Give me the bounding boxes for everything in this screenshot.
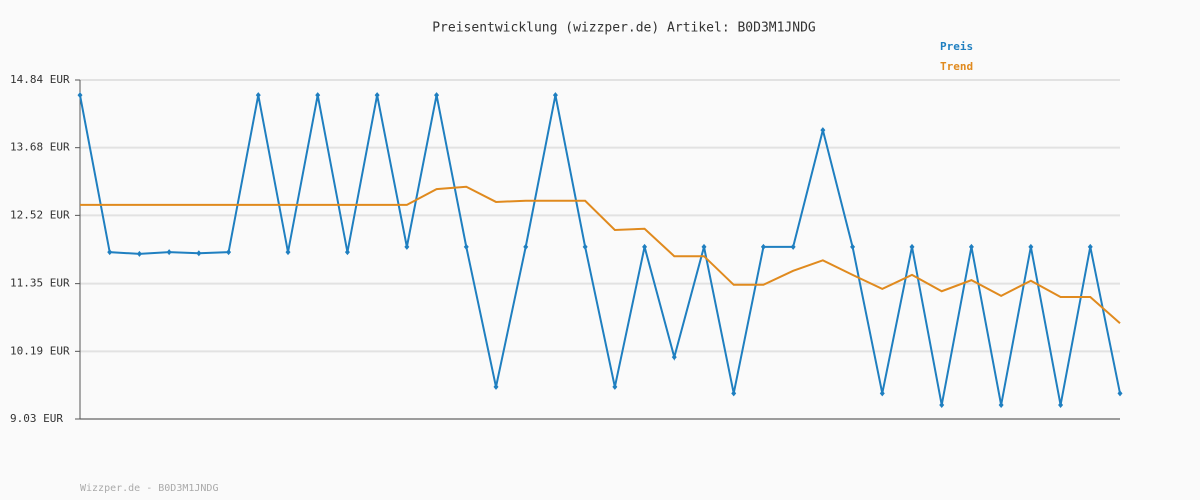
point xyxy=(523,243,529,250)
series-line xyxy=(80,185,1121,325)
point xyxy=(850,243,856,250)
point xyxy=(374,92,380,99)
point xyxy=(404,243,410,250)
y-tick-label: 12.52 EUR xyxy=(10,208,70,221)
point xyxy=(1028,243,1034,250)
point xyxy=(552,92,558,99)
point xyxy=(612,383,618,390)
legend-label: Preis xyxy=(940,40,973,53)
point xyxy=(77,92,83,99)
point xyxy=(671,354,677,361)
point xyxy=(790,243,796,250)
point xyxy=(1058,401,1064,408)
y-tick-label: 9.03 EUR xyxy=(10,412,63,425)
point xyxy=(463,243,469,250)
point xyxy=(493,383,499,390)
y-tick-label: 10.19 EUR xyxy=(10,344,70,357)
point xyxy=(434,92,440,99)
point xyxy=(701,243,707,250)
point xyxy=(315,92,321,99)
point xyxy=(731,390,737,397)
point xyxy=(285,249,291,256)
point xyxy=(760,243,766,250)
point xyxy=(196,250,202,257)
y-tick-label: 11.35 EUR xyxy=(10,277,70,290)
point xyxy=(344,249,350,256)
chart-title: Preisentwicklung (wizzper.de) Artikel: B… xyxy=(432,21,816,36)
point xyxy=(582,243,588,250)
point xyxy=(642,243,648,250)
legend-label: Trend xyxy=(940,60,973,73)
point xyxy=(820,127,826,134)
series-line xyxy=(79,94,1121,406)
point xyxy=(879,390,885,397)
point xyxy=(255,92,261,99)
y-tick-label: 13.68 EUR xyxy=(10,141,70,154)
point xyxy=(998,401,1004,408)
point xyxy=(939,401,945,408)
point xyxy=(136,250,142,257)
point xyxy=(166,249,172,256)
footer: Wizzper.de - B0D3M1JNDG xyxy=(80,483,218,494)
point xyxy=(1117,390,1123,397)
y-tick-label: 14.84 EUR xyxy=(10,73,70,86)
point xyxy=(968,243,974,250)
point xyxy=(1087,243,1093,250)
point xyxy=(107,249,113,256)
point xyxy=(909,243,915,250)
point xyxy=(226,249,232,256)
